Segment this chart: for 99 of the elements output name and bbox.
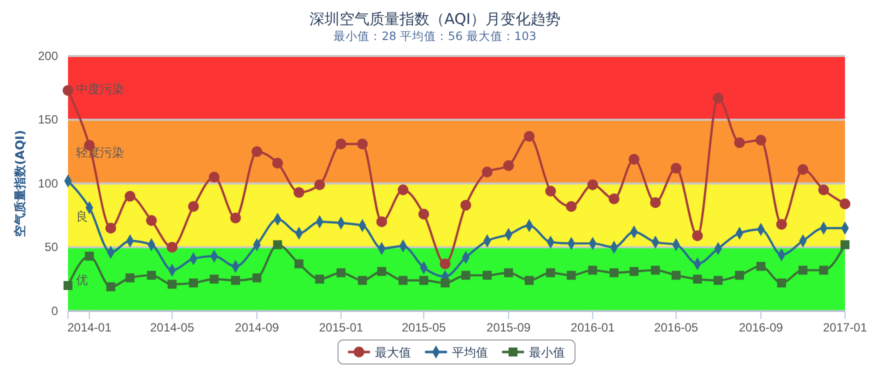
point [357,138,368,150]
point [482,166,493,178]
point [419,276,428,285]
point [210,274,219,284]
point [62,85,74,96]
point [524,276,534,285]
point [482,270,492,280]
point [208,172,220,182]
point [398,184,408,196]
chart-subtitle: 最小值：28 平均值：56 最大值：103 [334,29,536,43]
x-tick-label: 2014-01 [67,320,112,335]
point [377,267,386,276]
x-tick-label: 2017-01 [822,320,868,335]
point [756,262,766,271]
point [440,258,450,270]
x-tick-label: 2016-05 [654,320,698,335]
point [230,212,241,224]
y-tick-label: 150 [38,112,58,127]
point [714,276,723,285]
point [461,270,470,280]
band-label: 优 [76,273,88,288]
point [735,270,744,280]
point [692,274,702,284]
y-tick-label: 200 [38,48,58,63]
y-tick-label: 50 [44,240,58,254]
x-tick-label: 2015-05 [402,320,446,335]
point [608,193,620,204]
point [776,218,787,230]
point [670,162,682,174]
point [398,276,408,285]
point [418,208,430,220]
point [840,240,850,250]
y-tick-label: 100 [38,176,58,190]
point [588,266,598,275]
point [566,201,577,212]
point [252,273,262,282]
point [712,92,724,104]
point [314,179,325,190]
point [146,215,157,226]
point [166,242,178,253]
point [64,281,72,290]
point [798,164,808,175]
x-tick-label: 2015-01 [318,320,364,335]
point [504,268,514,278]
point [777,278,786,288]
legend-label: 平均值 [452,346,488,360]
band-label: 中度污染 [76,82,124,96]
point [188,201,199,212]
chart-title: 深圳空气质量指数（AQI）月变化趋势 [309,10,561,28]
point [692,230,703,242]
x-tick-label: 2014-05 [150,320,194,335]
point [545,186,556,196]
point [524,130,535,142]
point [358,276,367,285]
band-label: 良 [76,209,88,224]
point [650,266,660,275]
point [610,268,619,278]
y-tick-label: 0 [51,304,58,318]
point [124,190,136,202]
y-axis-title: 空气质量指数(AQI) [13,130,27,237]
point [734,137,745,148]
point [273,240,282,250]
point [376,216,388,228]
legend-label: 最大值 [375,346,411,360]
point [84,252,94,261]
point [336,138,346,150]
point [126,273,135,282]
point [294,259,304,268]
point [105,222,116,234]
point [840,198,850,210]
point [818,184,829,196]
point [546,268,556,278]
point [315,274,324,284]
point [672,270,681,280]
x-tick-label: 2016-09 [738,320,784,335]
point [587,179,598,190]
x-tick-label: 2014-09 [234,320,280,335]
point [628,154,640,165]
point [440,278,450,288]
point [146,270,156,280]
point [630,267,639,276]
point [294,187,304,198]
point [189,278,198,288]
point [460,200,472,211]
point [272,158,283,168]
x-tick-label: 2015-09 [486,320,531,335]
legend-label: 最小值 [529,346,565,360]
point [168,280,177,289]
point [819,266,828,275]
point [336,268,346,278]
x-tick-label: 2016-01 [570,320,616,335]
point [231,276,240,285]
point [566,270,576,280]
point [650,197,661,208]
point [756,134,766,146]
point [252,146,262,157]
point [106,282,116,292]
point [503,160,514,171]
point [798,266,808,275]
